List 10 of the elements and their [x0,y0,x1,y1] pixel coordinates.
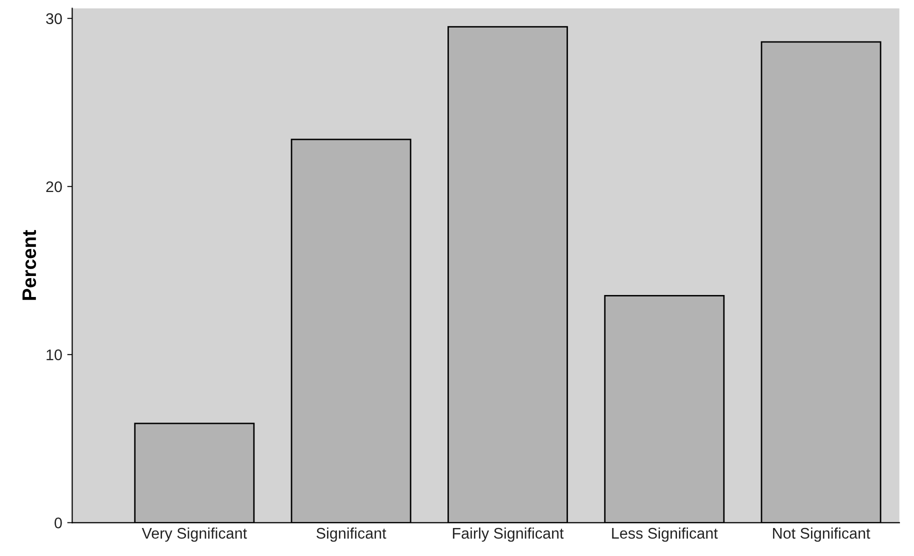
y-tick-label: 0 [54,518,62,528]
y-tick-label: 20 [46,181,62,192]
x-tick-label: Fairly Significant [452,528,564,542]
y-tick-label: 30 [46,13,62,24]
y-tick-label: 10 [46,349,62,360]
x-tick-label: Not Significant [773,528,870,542]
x-tick-label: Less Significant [612,528,718,542]
x-tick-label: Significant [316,528,386,542]
y-axis-title: Percent [22,230,36,300]
x-tick-label: Very Significant [142,528,247,542]
